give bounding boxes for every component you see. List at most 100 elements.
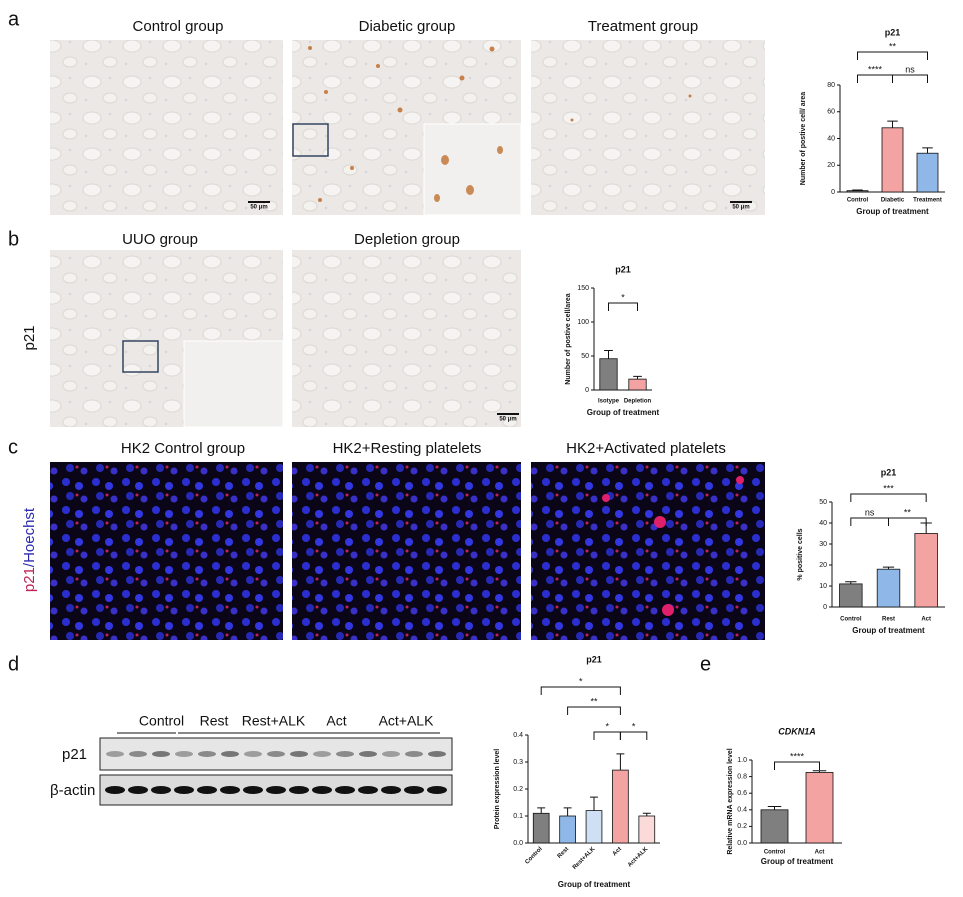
bar — [805, 772, 834, 844]
band — [128, 786, 148, 794]
y-tick-label: 150 — [577, 285, 589, 292]
y-axis-label: Number of postive cell/ area — [800, 92, 807, 185]
scale-bar-label: 50 μm — [732, 205, 749, 211]
band — [105, 786, 125, 794]
error-bar — [767, 805, 782, 810]
band — [221, 751, 239, 757]
x-axis-label: Group of treatment — [852, 626, 925, 635]
fluorescence-image — [531, 462, 765, 640]
band — [290, 751, 308, 757]
x-axis-label: Group of treatment — [761, 857, 834, 866]
caption: Treatment group — [588, 18, 698, 35]
x-tick-label: Control — [840, 617, 862, 623]
row-label: p21/Hoechst — [21, 507, 38, 592]
x-tick-label: Act+ALK — [627, 846, 650, 869]
error-bar — [537, 807, 546, 814]
band — [129, 751, 147, 757]
x-axis-label: Group of treatment — [587, 408, 660, 417]
bar-chart: p21 0 50 100 150 Isotype Depletion Group of tre… — [565, 264, 660, 417]
band — [266, 786, 286, 794]
error-bar — [633, 375, 642, 380]
x-tick-label: Control — [524, 846, 544, 866]
error-bar — [887, 120, 898, 128]
significance-bracket — [774, 761, 820, 770]
error-bar — [852, 189, 863, 191]
significance-bracket — [857, 74, 893, 83]
row-label-red: p21 — [21, 567, 38, 592]
scale-bar-label: 50 μm — [250, 205, 267, 211]
band — [382, 751, 400, 757]
significance-bracket — [619, 731, 648, 740]
significance-label: * — [632, 721, 636, 731]
chart-title: CDKN1A — [778, 726, 816, 736]
bar — [914, 533, 938, 608]
error-bar — [604, 350, 613, 359]
x-tick-label: Depletion — [624, 399, 652, 405]
x-tick-label: Rest — [557, 846, 570, 859]
error-bar — [642, 812, 651, 816]
significance-label: *** — [883, 483, 894, 493]
y-axis-label: Protein expression level — [494, 749, 501, 830]
error-bar — [845, 581, 857, 584]
caption: Diabetic group — [359, 18, 456, 35]
bar — [559, 815, 576, 844]
blot-group-label: Act — [326, 713, 346, 729]
bar — [638, 815, 656, 844]
y-tick-label: 0 — [823, 604, 827, 611]
inset-box — [292, 123, 329, 157]
error-bar — [882, 566, 895, 570]
x-tick-label: Act — [815, 850, 825, 856]
blot-group-label: Control — [139, 713, 184, 729]
micrograph — [50, 40, 283, 215]
fluorescence-image — [50, 462, 283, 640]
bar — [916, 152, 939, 193]
bar — [599, 358, 618, 391]
row-label-blue: /Hoechst — [21, 507, 38, 567]
blot-group-label: Rest+ALK — [242, 713, 306, 729]
band — [358, 786, 378, 794]
significance-label: * — [621, 292, 625, 302]
caption: HK2+Activated platelets — [566, 440, 726, 457]
y-axis-label: Number of postive cell/area — [565, 293, 572, 385]
band — [335, 786, 355, 794]
significance-bracket — [892, 74, 928, 83]
scale-bar-label: 50 μm — [499, 417, 516, 423]
y-tick-label: 0.8 — [737, 773, 747, 780]
y-tick-label: 0.4 — [513, 732, 523, 739]
significance-bracket — [857, 51, 928, 60]
bar — [628, 378, 647, 391]
inset — [183, 340, 284, 428]
y-tick-label: 0.1 — [513, 813, 523, 820]
inset-nuclei — [434, 146, 503, 202]
chart-title: p21 — [586, 654, 602, 664]
significance-label: ** — [889, 41, 897, 51]
band-label: β-actin — [50, 782, 95, 799]
blot-group-label: Act+ALK — [379, 713, 435, 729]
band — [198, 751, 216, 757]
y-tick-label: 0 — [585, 387, 589, 394]
micrograph — [531, 40, 765, 215]
band — [427, 786, 447, 794]
band — [197, 786, 217, 794]
significance-bracket — [888, 517, 927, 526]
fluorescence-image — [292, 462, 521, 640]
x-tick-label: Control — [847, 198, 869, 204]
y-tick-label: 40 — [827, 135, 835, 142]
error-bar — [563, 807, 572, 816]
y-axis-label: Relative mRNA expression level — [727, 748, 734, 854]
y-tick-label: 0.6 — [737, 790, 747, 797]
y-tick-label: 40 — [819, 520, 827, 527]
row-label: p21 — [21, 325, 38, 350]
significance-label: ns — [905, 64, 915, 74]
bar-chart: p21 0.0 0.1 0.2 0.3 0.4 Control Rest Rest+ALK Act… — [494, 654, 660, 889]
panel-label: b — [8, 228, 19, 250]
band — [267, 751, 285, 757]
y-tick-label: 80 — [827, 82, 835, 89]
band — [175, 751, 193, 757]
bar — [760, 809, 789, 844]
x-tick-label: Act — [612, 846, 623, 857]
y-tick-label: 1.0 — [737, 757, 747, 764]
caption: HK2+Resting platelets — [333, 440, 482, 457]
significance-label: ns — [865, 507, 875, 517]
